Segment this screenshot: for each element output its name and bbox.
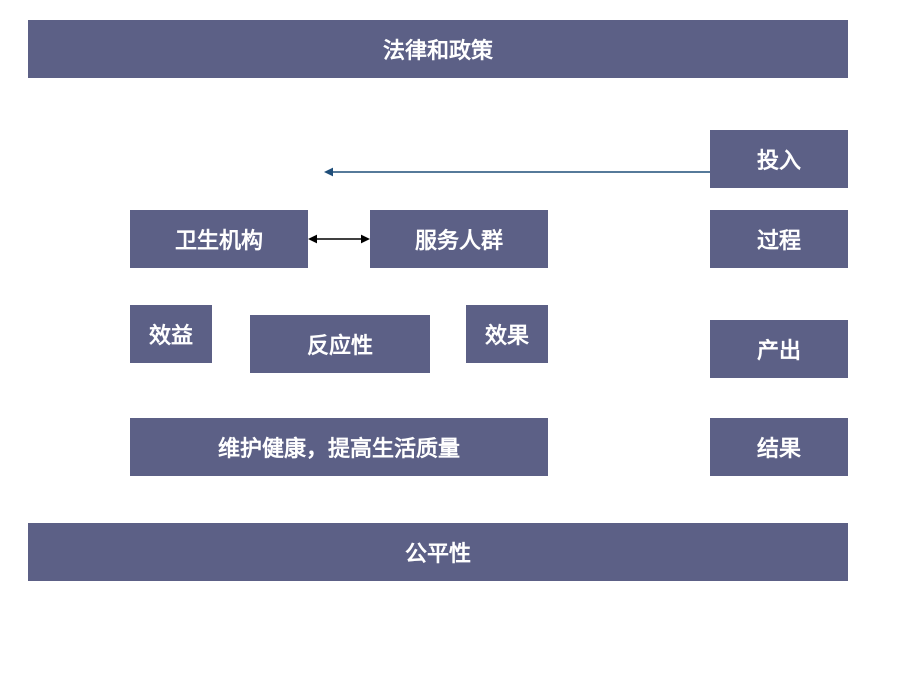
- box-label: 卫生机构: [175, 223, 263, 255]
- box-effect: 效果: [466, 305, 548, 363]
- box-label: 结果: [757, 431, 801, 463]
- box-quality: 维护健康，提高生活质量: [130, 418, 548, 476]
- box-label: 过程: [757, 223, 801, 255]
- box-process: 过程: [710, 210, 848, 268]
- box-result: 结果: [710, 418, 848, 476]
- diagram-canvas: 法律和政策 投入 卫生机构 服务人群 过程 效益 反应性 效果 产出 维护健康，…: [0, 0, 920, 690]
- box-benefit: 效益: [130, 305, 212, 363]
- box-label: 投入: [757, 143, 801, 175]
- box-label: 公平性: [405, 536, 471, 568]
- box-label: 反应性: [307, 328, 373, 360]
- box-org: 卫生机构: [130, 210, 308, 268]
- box-fairness: 公平性: [28, 523, 848, 581]
- box-pop: 服务人群: [370, 210, 548, 268]
- box-responsive: 反应性: [250, 315, 430, 373]
- box-label: 维护健康，提高生活质量: [218, 431, 460, 463]
- box-label: 法律和政策: [383, 33, 493, 65]
- box-label: 产出: [757, 333, 801, 365]
- box-laws: 法律和政策: [28, 20, 848, 78]
- box-output: 产出: [710, 320, 848, 378]
- box-label: 效果: [485, 318, 529, 350]
- box-label: 效益: [149, 318, 193, 350]
- box-input: 投入: [710, 130, 848, 188]
- box-label: 服务人群: [415, 223, 503, 255]
